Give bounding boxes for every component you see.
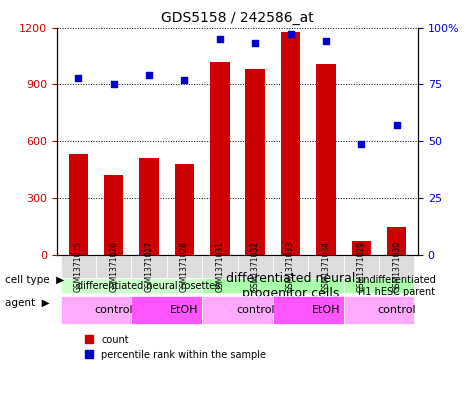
Point (110, 81, 117, 88)
FancyBboxPatch shape (96, 255, 131, 277)
Text: GSM1371025: GSM1371025 (74, 241, 83, 292)
Bar (68, 154, 88, 255)
Text: GSM1371033: GSM1371033 (286, 241, 295, 292)
Text: GSM1371034: GSM1371034 (322, 241, 331, 292)
FancyBboxPatch shape (344, 278, 415, 293)
Bar (175, 164, 194, 255)
FancyBboxPatch shape (167, 255, 202, 277)
Point (251, 40, 259, 47)
Text: GSM1371030: GSM1371030 (392, 241, 401, 292)
Bar (281, 32, 300, 255)
Point (358, 140, 365, 147)
Point (145, 72, 153, 79)
Point (393, 122, 400, 129)
Bar (246, 69, 265, 255)
Text: differentiated neural rosettes: differentiated neural rosettes (77, 281, 221, 291)
Point (75, 74, 82, 81)
Legend: count, percentile rank within the sample: count, percentile rank within the sample (80, 331, 270, 364)
Point (322, 38, 330, 44)
Text: control: control (95, 305, 133, 315)
FancyBboxPatch shape (308, 255, 344, 277)
Text: GSM1371029: GSM1371029 (357, 241, 366, 292)
FancyBboxPatch shape (131, 296, 202, 325)
Bar (316, 64, 336, 255)
Text: GSM1371027: GSM1371027 (144, 241, 153, 292)
Text: GSM1371028: GSM1371028 (180, 241, 189, 292)
Bar (104, 175, 124, 255)
FancyBboxPatch shape (60, 255, 96, 277)
Point (287, 31, 294, 37)
Text: differentiated neural
progenitor cells: differentiated neural progenitor cells (226, 272, 355, 300)
Point (216, 36, 224, 42)
Text: EtOH: EtOH (170, 305, 199, 315)
FancyBboxPatch shape (344, 296, 415, 325)
FancyBboxPatch shape (202, 278, 344, 293)
Text: cell type  ▶: cell type ▶ (5, 275, 64, 285)
Text: control: control (378, 305, 416, 315)
FancyBboxPatch shape (60, 278, 202, 293)
Text: GSM1371026: GSM1371026 (109, 241, 118, 292)
FancyBboxPatch shape (379, 255, 415, 277)
FancyBboxPatch shape (131, 255, 167, 277)
FancyBboxPatch shape (273, 296, 344, 325)
FancyBboxPatch shape (344, 255, 379, 277)
FancyBboxPatch shape (202, 296, 273, 325)
Bar (352, 241, 371, 255)
Bar (139, 158, 159, 255)
Bar (210, 62, 229, 255)
Bar (387, 228, 407, 255)
Text: EtOH: EtOH (312, 305, 340, 315)
FancyBboxPatch shape (273, 255, 308, 277)
FancyBboxPatch shape (202, 255, 238, 277)
Point (180, 77, 188, 83)
FancyBboxPatch shape (60, 296, 131, 325)
Text: agent  ▶: agent ▶ (5, 298, 49, 308)
Text: control: control (236, 305, 275, 315)
Text: undifferentiated
H1 hESC parent: undifferentiated H1 hESC parent (357, 275, 436, 297)
FancyBboxPatch shape (238, 255, 273, 277)
Text: GSM1371031: GSM1371031 (215, 241, 224, 292)
Text: GSM1371032: GSM1371032 (251, 241, 260, 292)
Title: GDS5158 / 242586_at: GDS5158 / 242586_at (161, 11, 314, 25)
